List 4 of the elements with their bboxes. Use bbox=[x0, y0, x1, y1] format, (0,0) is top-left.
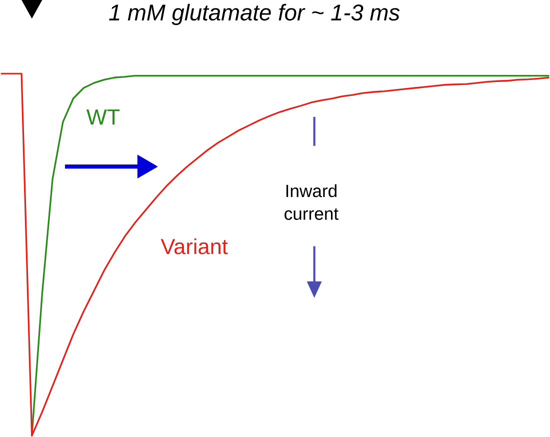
series-label: Variant bbox=[160, 238, 228, 254]
series-label: WT bbox=[86, 110, 120, 125]
annotation: Inward current bbox=[284, 184, 338, 220]
chart-title: 1 mM glutamate for ~ 1-3 ms bbox=[109, 4, 400, 26]
